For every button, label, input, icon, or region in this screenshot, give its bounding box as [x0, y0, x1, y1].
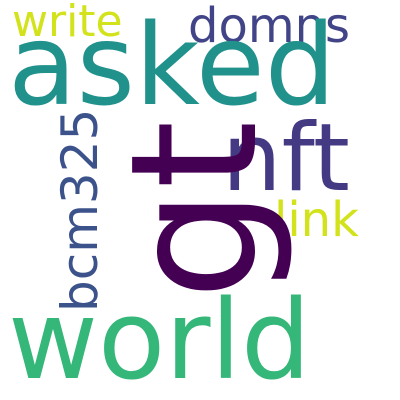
word-gt: gt: [94, 120, 297, 300]
word-link: link: [274, 192, 359, 248]
word-asked: asked: [8, 1, 336, 131]
word-nft: nft: [222, 104, 350, 213]
word-domns: domns: [188, 0, 351, 54]
word-write: write: [12, 0, 123, 47]
word-world: world: [8, 276, 311, 400]
